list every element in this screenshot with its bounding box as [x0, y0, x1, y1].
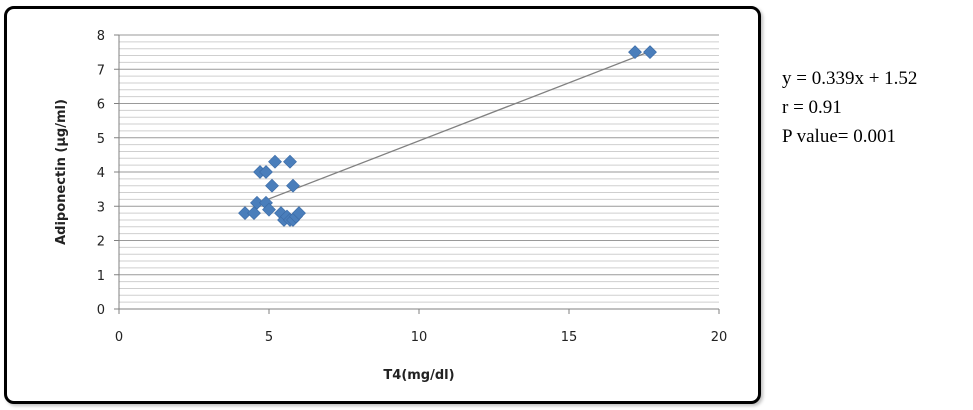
data-point — [283, 154, 297, 169]
data-point — [643, 45, 657, 60]
correlation-coefficient: r = 0.91 — [782, 97, 842, 118]
y-tick-label: 8 — [97, 29, 105, 44]
data-point — [292, 206, 306, 221]
y-tick-label: 4 — [97, 166, 105, 181]
y-tick-label: 1 — [97, 269, 105, 284]
data-point — [262, 202, 276, 217]
p-value: P value= 0.001 — [782, 126, 896, 147]
y-tick-label: 5 — [97, 132, 105, 147]
x-tick-label: 15 — [561, 330, 578, 345]
regression-equation: y = 0.339x + 1.52 — [782, 68, 918, 89]
data-point — [259, 165, 273, 179]
axes — [114, 34, 720, 314]
x-tick-label: 10 — [411, 330, 428, 345]
y-tick-label: 2 — [97, 235, 105, 250]
tick-labels: 0 1 2 3 4 5 6 7 8 0 5 10 15 20 — [97, 29, 728, 345]
data-point — [628, 45, 642, 60]
data-point — [268, 154, 282, 169]
y-tick-label: 6 — [97, 98, 105, 113]
trendline — [253, 51, 648, 206]
y-tick-label: 0 — [97, 303, 105, 318]
gridlines — [119, 34, 719, 310]
x-tick-label: 20 — [711, 330, 728, 345]
regression-stats: y = 0.339x + 1.52 r = 0.91 P value= 0.00… — [782, 64, 917, 151]
x-tick-label: 0 — [115, 330, 123, 345]
x-axis-title: T4(mg/dl) — [383, 368, 454, 383]
data-point — [247, 206, 261, 221]
chart-frame: 0 1 2 3 4 5 6 7 8 0 5 10 15 20 T4(mg/dl) Adiponectin … — [4, 6, 761, 404]
y-tick-label: 3 — [97, 200, 105, 215]
data-points — [238, 45, 657, 227]
data-point — [265, 178, 279, 193]
trendline-layer — [253, 51, 648, 206]
y-axis-title: Adiponectin (µg/ml) — [54, 99, 69, 245]
x-tick-label: 5 — [265, 330, 273, 345]
y-tick-label: 7 — [97, 63, 105, 78]
scatter-chart: 0 1 2 3 4 5 6 7 8 0 5 10 15 20 T4(mg/dl) Adiponectin … — [54, 29, 728, 383]
data-point — [286, 178, 300, 193]
